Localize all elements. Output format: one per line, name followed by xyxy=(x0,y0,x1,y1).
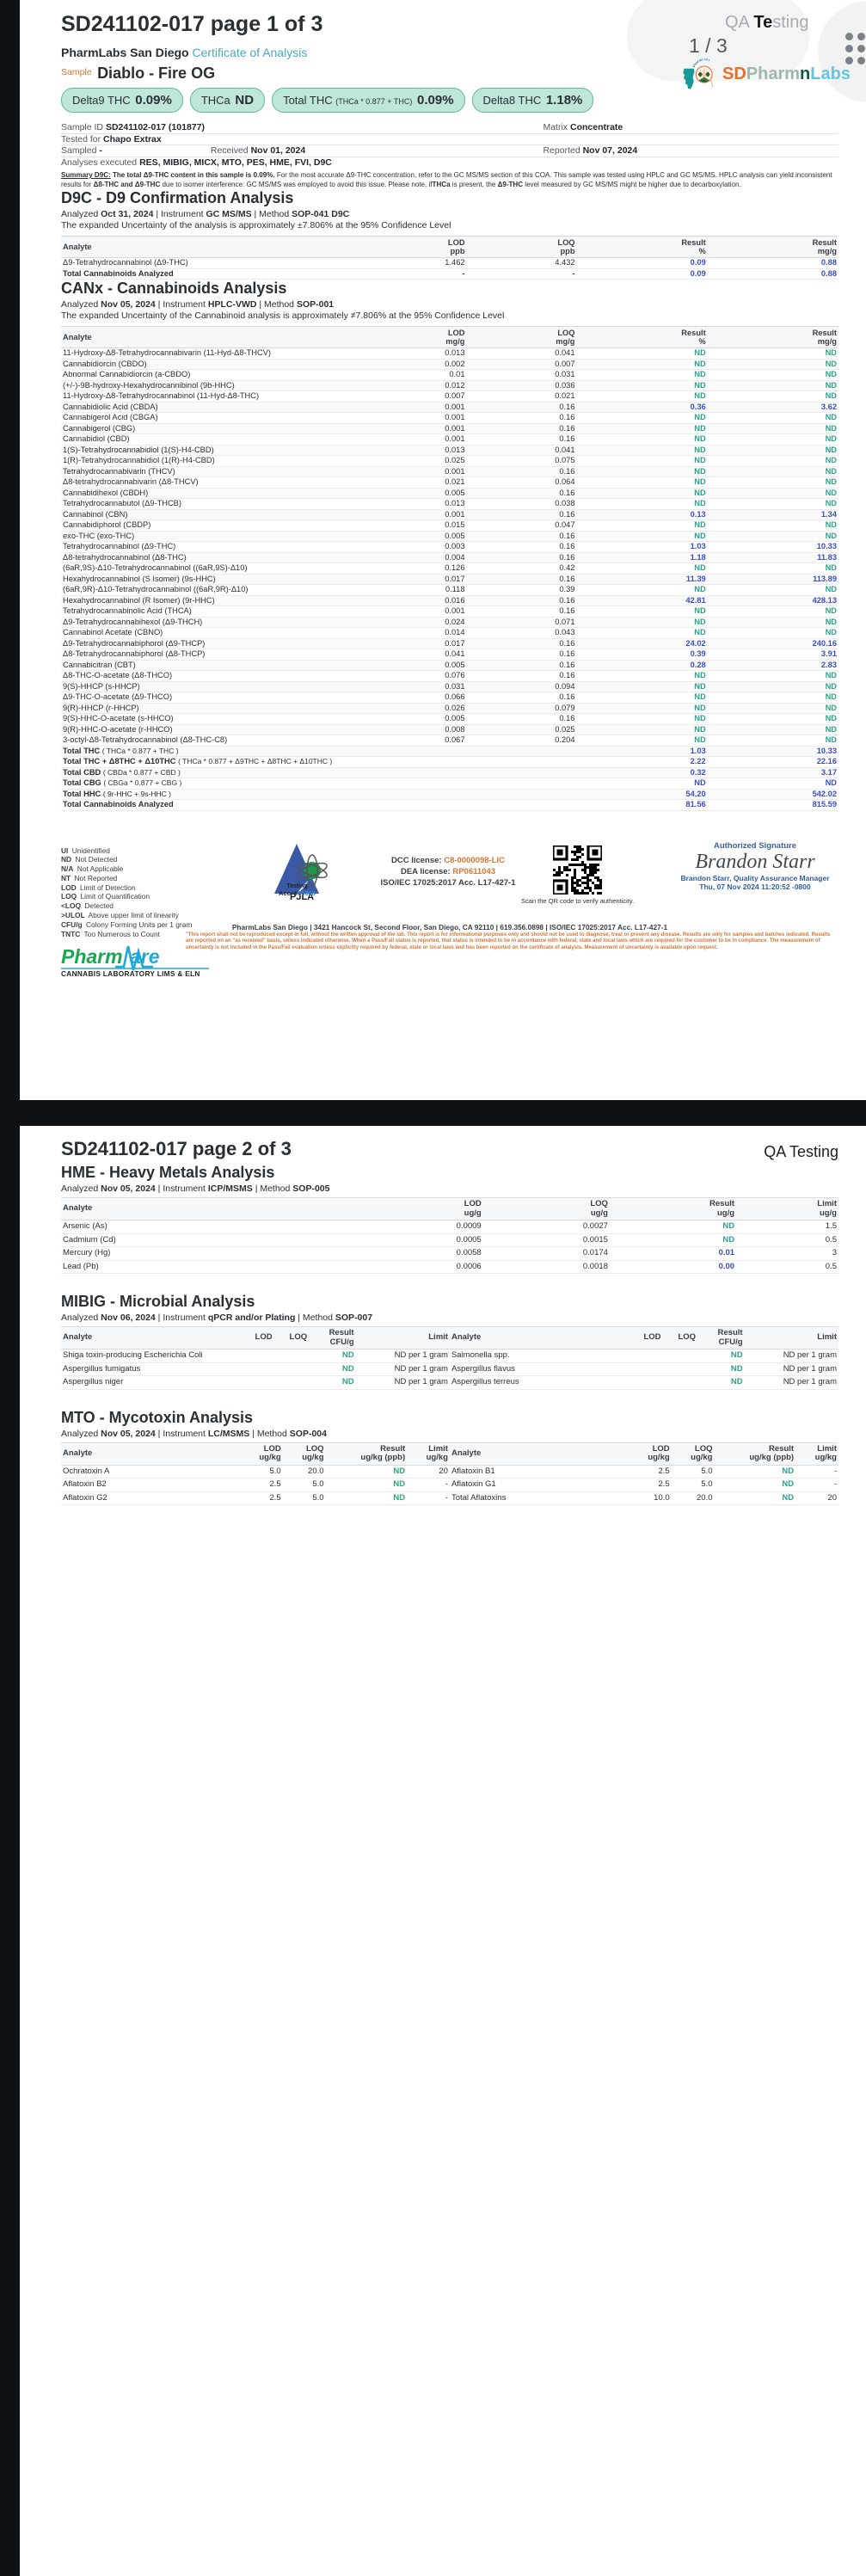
svg-text:are: are xyxy=(130,945,160,968)
svg-text:CANNABIS LABORATORY LIMS & ELN: CANNABIS LABORATORY LIMS & ELN xyxy=(61,969,200,977)
svg-text:Pharm: Pharm xyxy=(61,945,123,968)
